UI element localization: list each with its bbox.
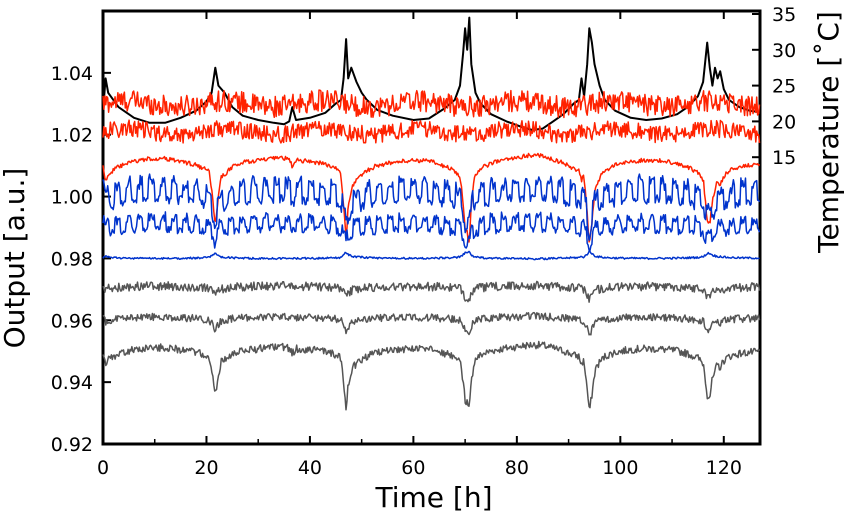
y-right-tick-label: 30	[772, 40, 796, 62]
y-right-tick-label: 20	[772, 111, 796, 133]
y-axis-left-title: Output [a.u.]	[0, 168, 31, 349]
y-left-tick-label: 1.04	[51, 63, 93, 85]
x-tick-label: 100	[602, 457, 638, 479]
y-right-tick-label: 15	[772, 147, 796, 169]
x-tick-label: 120	[706, 457, 742, 479]
y-left-tick-label: 1.02	[51, 125, 93, 147]
x-axis-title: Time [h]	[374, 481, 492, 514]
x-tick-label: 0	[97, 457, 109, 479]
y-axis-right-title: Temperature [˚C]	[812, 11, 845, 254]
y-right-tick-label: 35	[772, 4, 796, 26]
output-series-9	[102, 340, 761, 411]
output-series-3	[102, 152, 761, 243]
y-left-tick-label: 0.92	[51, 434, 93, 456]
x-tick-label: 20	[194, 457, 218, 479]
x-tick-label: 40	[298, 457, 322, 479]
plot-frame	[101, 9, 762, 446]
output-series-1	[102, 89, 761, 119]
output-series-5	[102, 211, 761, 252]
y-left-tick-label: 1.00	[51, 187, 93, 209]
y-left-tick-label: 0.98	[51, 248, 93, 270]
output-series-2	[102, 119, 761, 144]
x-tick-label: 60	[401, 457, 425, 479]
output-series-7	[102, 280, 761, 303]
y-left-tick-label: 0.94	[51, 372, 93, 394]
y-right-tick-label: 25	[772, 76, 796, 98]
axis-ticks: 0 20 40 60 80 100 120 0.92 0.94 0.96 0.98 1.00 1.02 1…	[51, 4, 797, 479]
y-left-tick-label: 0.96	[51, 310, 93, 332]
data-series	[102, 16, 761, 411]
output-series-8	[102, 311, 761, 336]
x-tick-label: 80	[505, 457, 529, 479]
output-series-6	[102, 250, 760, 261]
output-series-4	[102, 173, 761, 241]
